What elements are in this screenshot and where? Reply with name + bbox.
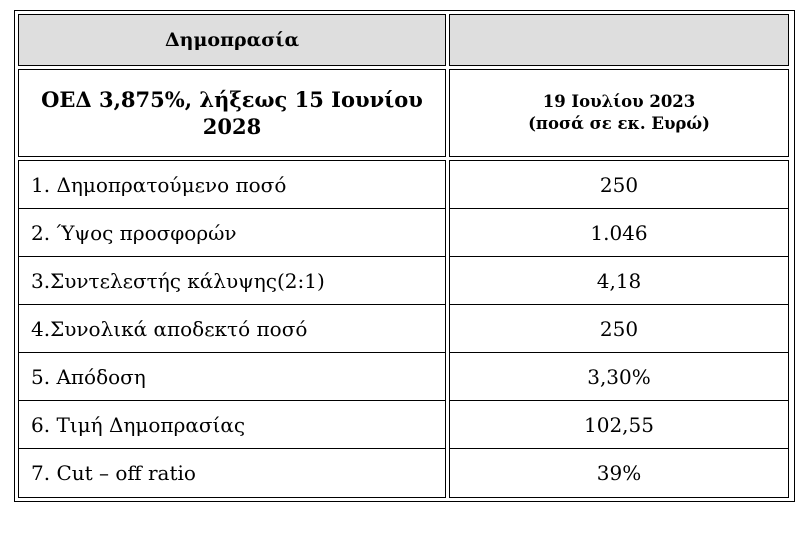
table-row-label: 2. Ύψος προσφορών (19, 209, 445, 257)
bond-name: ΟΕΔ 3,875%, λήξεως 15 Ιουνίου 2028 (41, 86, 423, 139)
auction-subheader-row: ΟΕΔ 3,875%, λήξεως 15 Ιουνίου 2028 19 Ιο… (18, 69, 791, 157)
table-row-label: 6. Τιμή Δημοπρασίας (19, 401, 445, 449)
auction-title: Δημοπρασία (164, 29, 300, 51)
values-column: 250 1.046 4,18 250 3,30% 102,55 39% (449, 160, 789, 498)
table-row-label: 1. Δημοπρατούμενο ποσό (19, 161, 445, 209)
auction-date-line1: 19 Ιουλίου 2023 (542, 91, 696, 111)
auction-header-row: Δημοπρασία (18, 14, 791, 66)
table-row-value: 1.046 (450, 209, 788, 257)
table-row-value: 3,30% (450, 353, 788, 401)
table-row-value: 250 (450, 161, 788, 209)
table-row-label: 4.Συνολικά αποδεκτό ποσό (19, 305, 445, 353)
labels-column: 1. Δημοπρατούμενο ποσό 2. Ύψος προσφορών… (18, 160, 446, 498)
auction-data-section: 1. Δημοπρατούμενο ποσό 2. Ύψος προσφορών… (18, 160, 791, 498)
table-row-value: 39% (596, 461, 642, 485)
auction-header-spacer-cell (449, 14, 789, 66)
table-row-label: 5. Απόδοση (19, 353, 445, 401)
auction-title-cell: Δημοπρασία (18, 14, 446, 66)
table-row-value: 250 (450, 305, 788, 353)
table-row-label: 3.Συντελεστής κάλυψης(2:1) (19, 257, 445, 305)
bond-name-cell: ΟΕΔ 3,875%, λήξεως 15 Ιουνίου 2028 (18, 69, 446, 157)
table-row-value: 102,55 (450, 401, 788, 449)
auction-date-line2: (ποσά σε εκ. Ευρώ) (528, 114, 710, 133)
auction-table: Δημοπρασία ΟΕΔ 3,875%, λήξεως 15 Ιουνίου… (14, 10, 795, 502)
table-row-label: 7. Cut – off ratio (31, 461, 196, 485)
table-row-value: 4,18 (450, 257, 788, 305)
auction-date-cell: 19 Ιουλίου 2023 (ποσά σε εκ. Ευρώ) (449, 69, 789, 157)
auction-date: 19 Ιουλίου 2023 (ποσά σε εκ. Ευρώ) (520, 91, 718, 136)
